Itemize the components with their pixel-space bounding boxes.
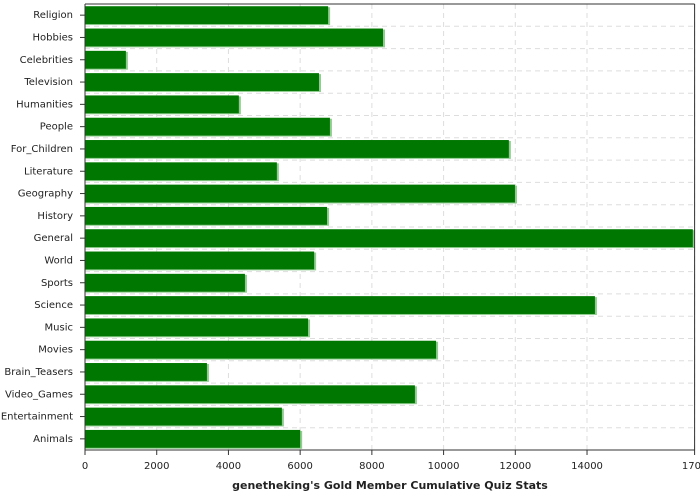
bar bbox=[85, 95, 239, 114]
y-tick-label: Animals bbox=[33, 434, 73, 445]
x-tick-label: 8000 bbox=[359, 461, 384, 472]
y-tick-label: History bbox=[37, 211, 73, 222]
bar bbox=[85, 296, 595, 314]
y-tick-label: Movies bbox=[38, 345, 73, 356]
y-tick-label: Music bbox=[45, 322, 73, 333]
y-tick-label: Video_Games bbox=[5, 389, 73, 400]
bar bbox=[85, 50, 126, 69]
y-tick-label: Literature bbox=[24, 166, 73, 177]
x-tick-label: 6000 bbox=[287, 461, 312, 472]
y-tick-label: General bbox=[34, 233, 73, 244]
y-tick-label: People bbox=[40, 122, 73, 133]
bar bbox=[85, 318, 309, 337]
y-tick-label: Science bbox=[34, 300, 73, 311]
bar bbox=[85, 340, 437, 359]
bar bbox=[85, 184, 515, 203]
bar bbox=[85, 385, 415, 404]
bar bbox=[85, 407, 282, 426]
x-tick-label: 14000 bbox=[571, 461, 603, 472]
bar bbox=[85, 429, 301, 448]
y-tick-label: Hobbies bbox=[33, 32, 73, 43]
x-tick-label: 12000 bbox=[499, 461, 531, 472]
x-tick-label: 0 bbox=[82, 461, 88, 472]
y-tick-label: Celebrities bbox=[20, 55, 73, 66]
bar bbox=[85, 273, 245, 292]
y-tick-label: Humanities bbox=[16, 99, 73, 110]
bar bbox=[85, 140, 509, 158]
y-tick-label: World bbox=[44, 255, 73, 266]
bar bbox=[85, 117, 330, 136]
x-tick-label: 4000 bbox=[216, 461, 241, 472]
y-tick-label: Geography bbox=[18, 189, 73, 200]
bar bbox=[85, 363, 207, 381]
y-tick-label: Television bbox=[23, 77, 73, 88]
y-tick-label: For_Children bbox=[11, 144, 73, 155]
bar bbox=[85, 206, 328, 225]
x-tick-label: 10000 bbox=[428, 461, 460, 472]
bar bbox=[85, 28, 383, 47]
chart-title: genetheking's Gold Member Cumulative Qui… bbox=[232, 479, 548, 492]
y-tick-label: Brain_Teasers bbox=[4, 367, 73, 378]
x-tick-label: 1700 bbox=[682, 461, 700, 472]
bar bbox=[85, 6, 329, 25]
y-tick-label: Entertainment bbox=[1, 412, 73, 423]
bar bbox=[85, 73, 319, 91]
y-tick-label: Sports bbox=[41, 278, 73, 289]
x-tick-label: 2000 bbox=[144, 461, 169, 472]
bar bbox=[85, 229, 693, 248]
bar bbox=[85, 162, 277, 181]
bar bbox=[85, 251, 315, 270]
y-tick-label: Religion bbox=[33, 10, 73, 21]
